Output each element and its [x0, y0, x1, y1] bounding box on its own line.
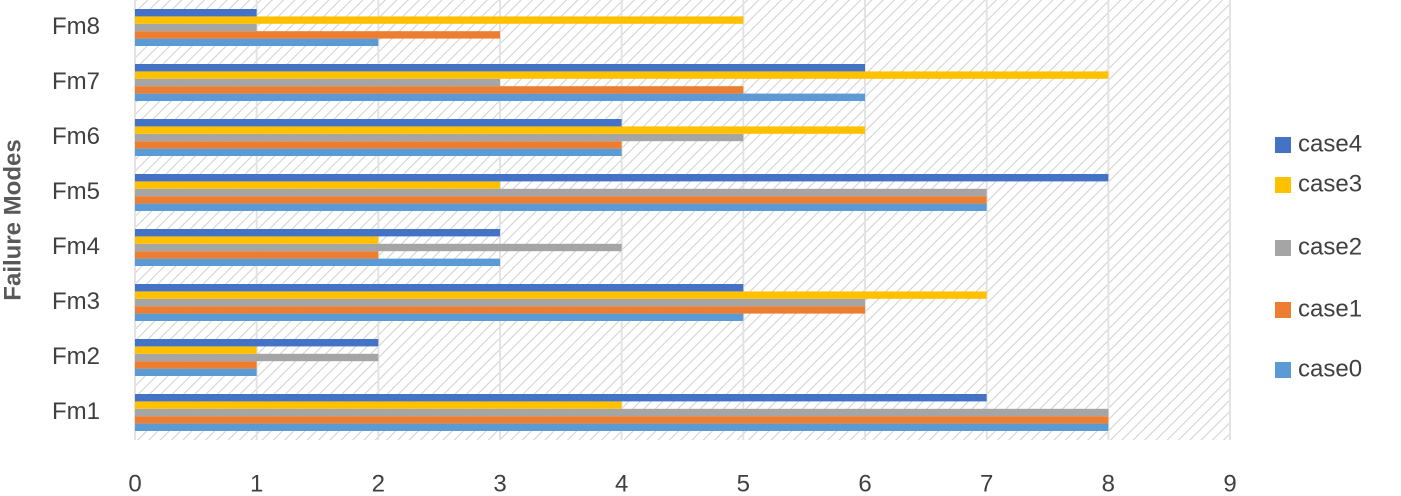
y-tick-label: Fm1 — [52, 398, 100, 425]
bar — [135, 401, 622, 409]
bar — [135, 188, 987, 197]
bar — [135, 258, 500, 266]
legend-swatch — [1275, 302, 1291, 318]
bar — [135, 284, 744, 292]
bar — [135, 119, 622, 127]
x-tick-label: 1 — [250, 470, 263, 496]
legend-label: case3 — [1298, 170, 1362, 197]
bar — [135, 71, 1109, 79]
x-tick-label: 4 — [615, 470, 628, 496]
bar — [135, 361, 257, 369]
legend-swatch — [1275, 137, 1291, 153]
bar — [135, 148, 622, 156]
bar — [135, 181, 500, 189]
legend-label: case2 — [1298, 233, 1362, 260]
bar — [135, 408, 1109, 417]
bar — [135, 346, 257, 354]
bar — [135, 174, 1109, 182]
bar — [135, 196, 987, 204]
bar — [135, 93, 865, 101]
y-tick-label: Fm7 — [52, 68, 100, 95]
x-tick-label: 8 — [1102, 470, 1115, 496]
bar — [135, 64, 865, 72]
x-tick-label: 6 — [858, 470, 871, 496]
bar — [135, 141, 622, 149]
bar — [135, 394, 987, 402]
y-tick-label: Fm8 — [52, 13, 100, 40]
legend-swatch — [1275, 362, 1291, 378]
legend-swatch — [1275, 240, 1291, 256]
bar — [135, 229, 500, 237]
legend-label: case4 — [1298, 130, 1362, 157]
bar — [135, 353, 379, 362]
legend-label: case0 — [1298, 355, 1362, 382]
legend-swatch — [1275, 177, 1291, 193]
bar — [135, 368, 257, 376]
bar — [135, 78, 500, 87]
bar — [135, 126, 865, 134]
x-tick-label: 3 — [493, 470, 506, 496]
bar — [135, 306, 865, 314]
bar — [135, 133, 744, 142]
bar — [135, 291, 987, 299]
x-tick-label: 2 — [372, 470, 385, 496]
bar — [135, 339, 379, 347]
y-tick-label: Fm6 — [52, 123, 100, 150]
bar — [135, 298, 865, 307]
y-tick-label: Fm5 — [52, 178, 100, 205]
bar — [135, 38, 379, 46]
legend-label: case1 — [1298, 295, 1362, 322]
x-tick-label: 7 — [980, 470, 993, 496]
bar — [135, 86, 744, 94]
bar — [135, 416, 1109, 424]
y-tick-label: Fm3 — [52, 288, 100, 315]
x-tick-label: 5 — [737, 470, 750, 496]
bar — [135, 313, 744, 321]
bar — [135, 423, 1109, 431]
bar — [135, 23, 257, 32]
y-tick-label: Fm2 — [52, 343, 100, 370]
x-tick-label: 0 — [128, 470, 141, 496]
y-tick-label: Fm4 — [52, 233, 100, 260]
bar — [135, 203, 987, 211]
bar — [135, 251, 379, 259]
bar — [135, 243, 622, 252]
bar — [135, 31, 500, 39]
bar — [135, 16, 744, 24]
x-tick-label: 9 — [1223, 470, 1236, 496]
y-axis-title: Failure Modes — [0, 139, 26, 300]
bar — [135, 236, 379, 244]
bar — [135, 9, 257, 17]
